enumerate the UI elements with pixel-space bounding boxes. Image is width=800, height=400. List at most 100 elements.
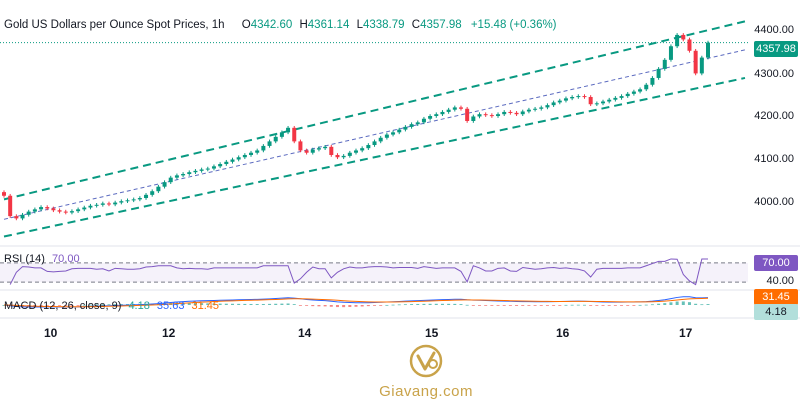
macd-histogram-bar [607,305,611,306]
price-tick-4000: 4000.00 [754,196,794,208]
candle-body [292,127,297,142]
candle-body [69,211,74,213]
candle-body [211,166,216,169]
candle-body [625,93,630,97]
candle-body [224,161,229,165]
candle-body [384,134,389,138]
macd-histogram-bar [533,305,537,306]
giavang-logo: Giavang.com [366,344,486,400]
macd-histogram-bar [644,304,648,306]
macd-histogram-bar [515,305,519,306]
macd-histogram-bar [638,304,642,306]
candle-body [205,168,210,170]
macd-signal-tag: 31.45 [754,289,798,305]
macd-signal-value: 31.45 [191,300,220,312]
candle-body [539,107,544,109]
time-tick-16: 16 [556,326,570,340]
candle-body [372,141,377,146]
candle-body [26,211,31,215]
macd-histogram-bar [187,302,191,305]
candle-body [403,126,408,130]
candle-body [106,203,111,205]
macd-histogram-bar [484,305,488,306]
candle-body [119,201,124,203]
candle-body [644,84,649,90]
macd-histogram-bar [51,305,55,306]
macd-histogram-bar [101,304,105,306]
candle-body [14,216,19,219]
candle-body [601,101,606,104]
macd-histogram-bar [675,301,679,305]
chart-title: Gold US Dollars per Ounce Spot Prices, 1… [4,19,225,31]
candle-body [137,198,142,200]
macd-histogram-bar [33,305,37,307]
candle-body [255,150,260,153]
logo-wordmark: Giavang.com [379,383,473,400]
candle-body [347,152,352,156]
candle-body [428,116,433,119]
candle-body [452,107,457,110]
macd-histogram-bar [385,304,389,306]
macd-histogram-bar [440,303,444,305]
candle-body [693,50,698,74]
macd-histogram-bar [286,303,290,305]
macd-histogram-bar [237,303,241,305]
macd-histogram-bar [403,304,407,306]
macd-histogram-bar [681,301,685,305]
macd-histogram-bar [706,304,710,305]
macd-histogram-bar [428,303,432,305]
rsi-line [9,258,708,286]
candle-body [483,114,488,116]
macd-histogram-bar [626,305,630,306]
macd-histogram-bar [181,302,185,305]
rsi-band [0,262,748,283]
macd-histogram-bar [478,305,482,306]
macd-pane-label: MACD (12, 26, close, 9) 4.18 35.63 31.45 [4,300,219,312]
macd-histogram-bar [298,305,302,306]
candle-body [310,149,315,153]
macd-histogram-bar [613,305,617,306]
macd-histogram-bar [576,304,580,306]
channel-lower-line [3,76,746,238]
last-price-tag: 4357.98 [754,41,798,57]
candle-body [662,59,667,69]
candle-body [397,129,402,133]
macd-histogram-bar [391,304,395,306]
macd-histogram-bar [558,305,562,306]
candle-body [57,210,62,212]
macd-histogram-bar [545,305,549,306]
macd-name: MACD (12, 26, close, 9) [4,300,122,312]
macd-histogram-bar [64,305,68,306]
macd-histogram-bar [589,305,593,306]
time-tick-10: 10 [44,326,58,340]
macd-histogram-bar [119,304,123,305]
price-tick-4300: 4300.00 [754,68,794,80]
macd-histogram-bar [243,303,247,305]
candle-body [570,96,575,99]
macd-histogram-bar [373,305,377,306]
candle-body [63,211,68,213]
candle-body [162,182,167,187]
candle-body [668,46,673,60]
macd-histogram-bar [212,303,216,305]
macd-histogram-bar [82,304,86,306]
candle-body [458,107,463,109]
macd-histogram-bar [88,304,92,306]
macd-histogram-bar [521,305,525,306]
candle-body [230,159,235,162]
candle-body [415,122,420,125]
candle-body [378,137,383,142]
macd-histogram-bar [650,304,654,306]
macd-histogram-bar [107,304,111,306]
macd-histogram-bar [552,305,556,306]
macd-histogram-bar [305,305,309,306]
macd-histogram-bar [694,303,698,305]
candle-body [218,164,223,167]
macd-histogram-bar [379,305,383,306]
macd-histogram-bar [687,302,691,305]
rsi-value: 70.00 [52,253,80,265]
macd-histogram-bar [447,303,451,305]
candle-body [582,96,587,98]
